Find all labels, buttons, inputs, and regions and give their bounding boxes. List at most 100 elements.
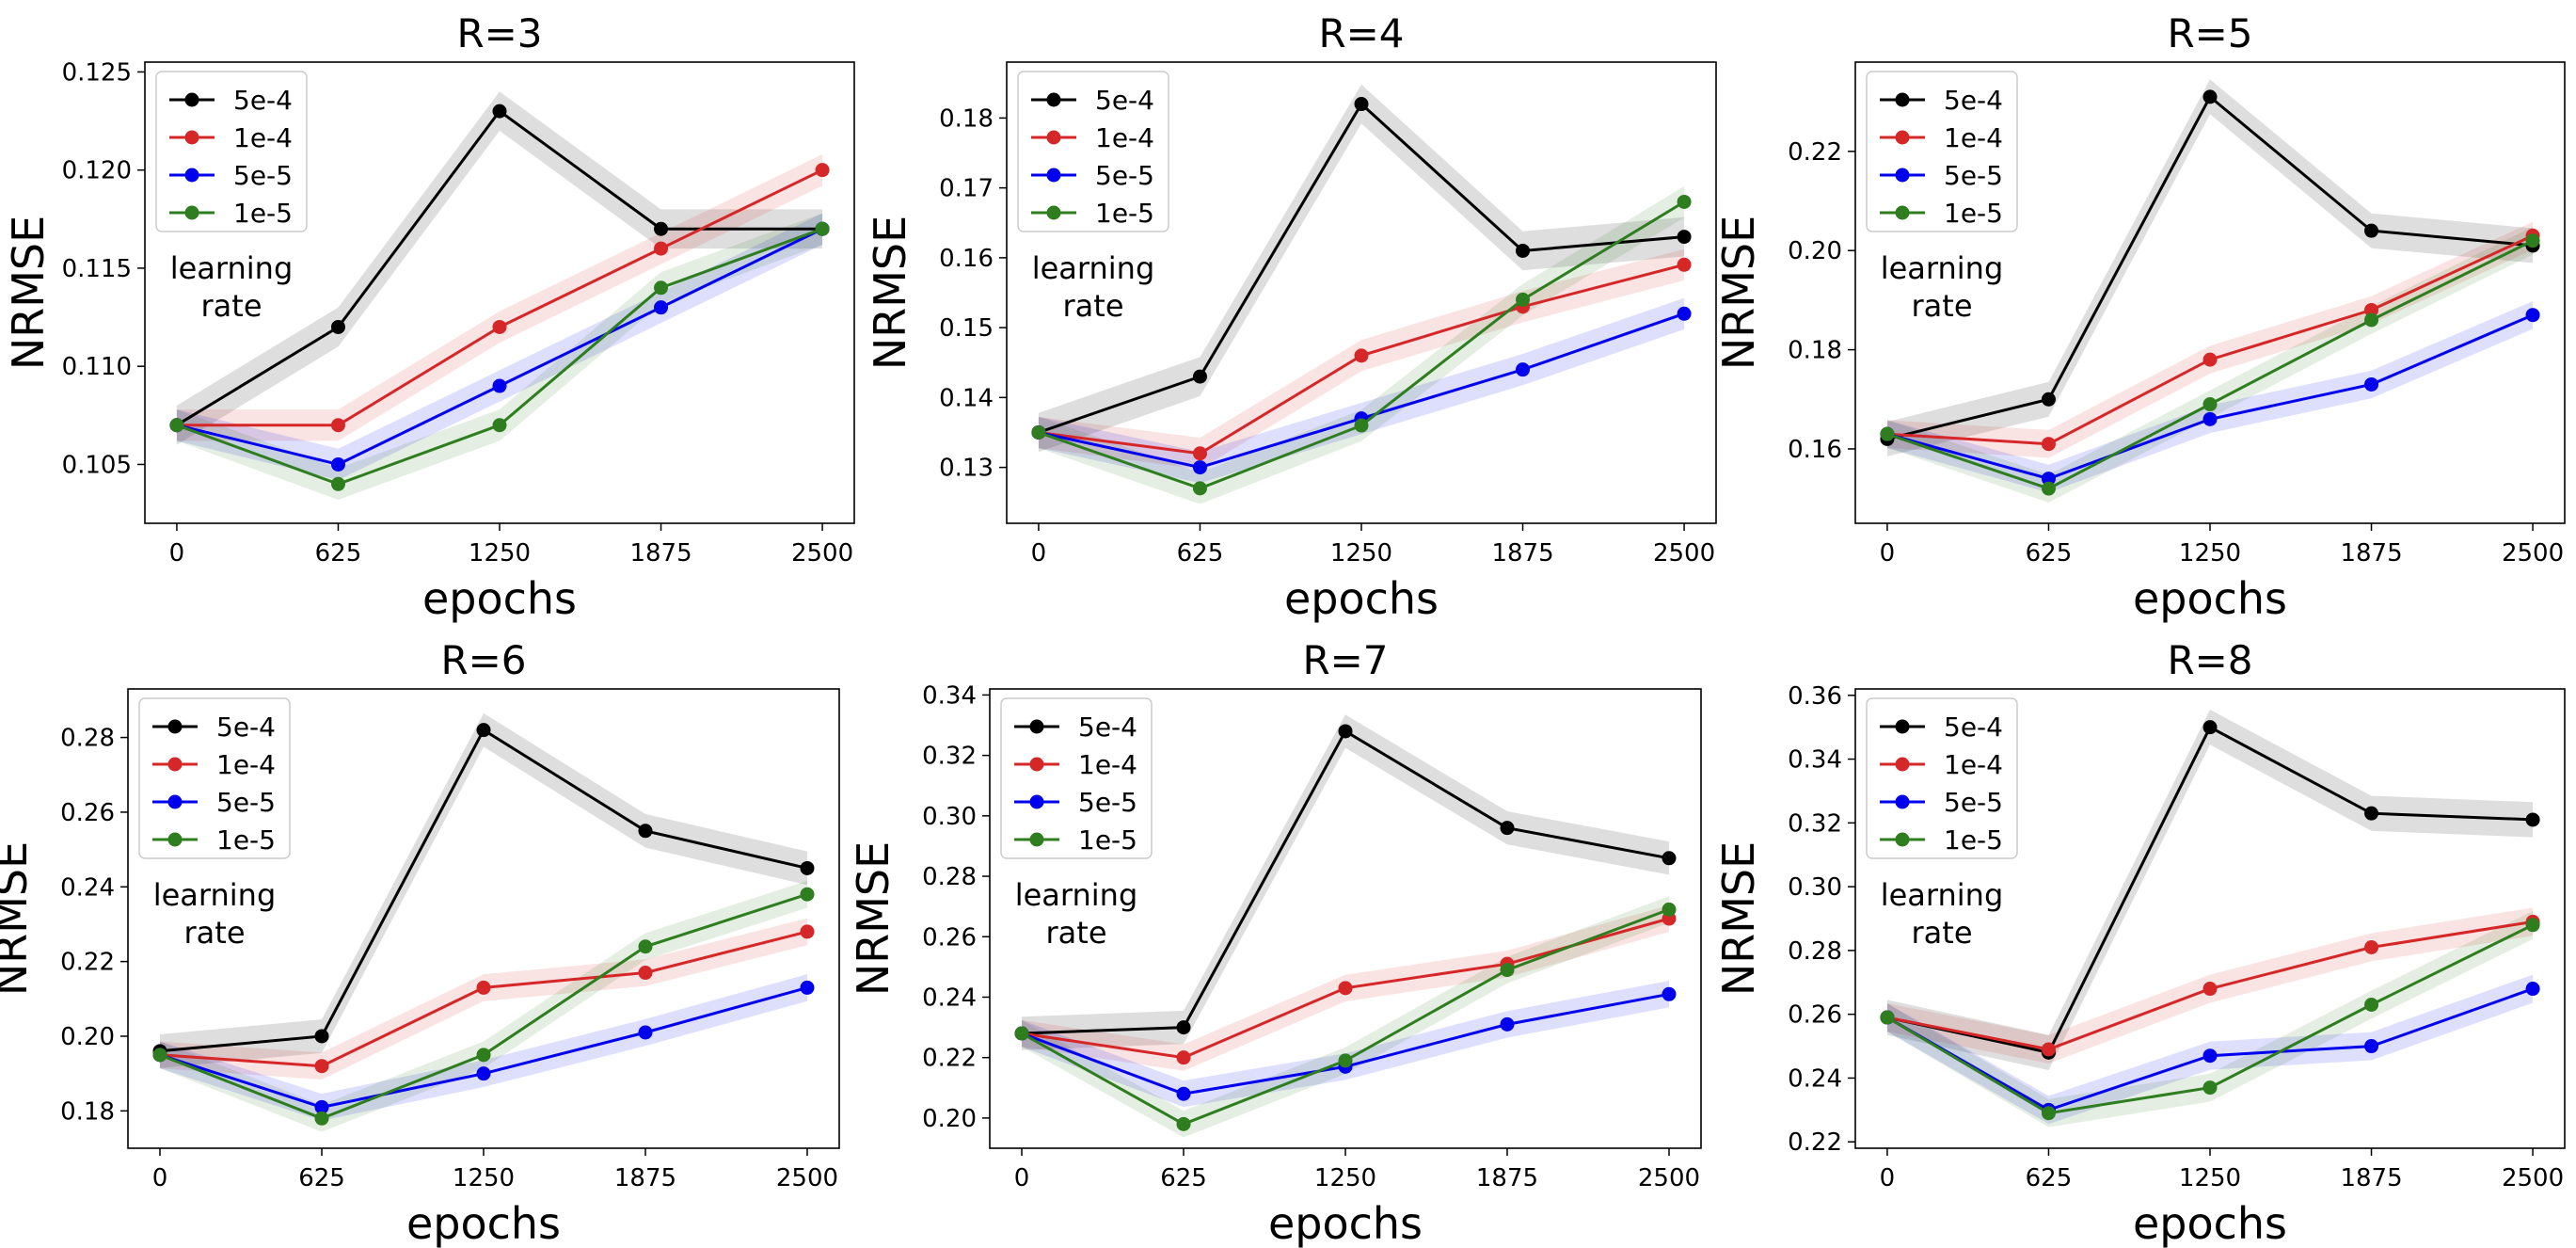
point-5e-5-1875: [638, 1025, 653, 1040]
y-tick-label: 0.20: [1788, 237, 1842, 265]
x-axis-label: epochs: [1268, 1198, 1423, 1248]
y-tick-label: 0.16: [939, 245, 994, 273]
legend-marker-1e-4: [1046, 130, 1061, 145]
x-tick-label: 625: [2026, 539, 2073, 568]
point-1e-5-1875: [2364, 312, 2379, 328]
x-tick-label: 0: [152, 1164, 168, 1192]
legend-entry-5e-5: 5e-5: [1095, 160, 1154, 191]
point-5e-5-2500: [1662, 986, 1677, 1001]
y-tick-label: 0.15: [939, 314, 994, 343]
point-1e-4-2500: [815, 163, 830, 178]
point-1e-5-625: [314, 1111, 329, 1126]
legend-marker-5e-4: [184, 92, 199, 107]
x-tick-label: 1875: [2340, 539, 2402, 568]
point-5e-5-1875: [1516, 362, 1531, 377]
y-tick-label: 0.30: [922, 803, 977, 831]
x-tick-label: 2500: [1638, 1164, 1700, 1192]
point-1e-5-0: [1880, 426, 1895, 441]
y-tick-label: 0.16: [1788, 436, 1842, 464]
point-1e-5-1875: [1500, 963, 1515, 978]
chart-title: R=4: [1318, 10, 1404, 56]
point-1e-5-625: [2041, 1106, 2056, 1121]
legend-marker-5e-5: [1895, 794, 1910, 809]
y-tick-label: 0.32: [922, 743, 977, 771]
chart-title: R=8: [2167, 637, 2252, 683]
point-1e-4-1250: [1354, 348, 1369, 363]
x-tick-label: 1250: [1314, 1164, 1376, 1192]
x-tick-label: 2500: [1653, 539, 1715, 568]
legend-entry-1e-4: 1e-4: [233, 122, 293, 153]
legend-marker-5e-4: [1046, 92, 1061, 107]
x-tick-label: 0: [1880, 1164, 1896, 1192]
point-1e-5-0: [1880, 1010, 1895, 1025]
point-5e-5-1250: [2202, 1048, 2218, 1064]
legend-title: learning rate: [1881, 250, 2004, 324]
legend-marker-5e-4: [1895, 719, 1910, 734]
legend-marker-1e-5: [1046, 205, 1061, 220]
x-tick-label: 0: [1031, 539, 1047, 568]
point-1e-4-2500: [1677, 257, 1692, 272]
x-axis-label: epochs: [2133, 573, 2287, 624]
chart-title: R=3: [456, 10, 542, 56]
y-tick-label: 0.26: [1788, 1001, 1842, 1030]
point-5e-4-1250: [2202, 720, 2218, 735]
y-tick-label: 0.24: [1788, 1064, 1842, 1093]
point-5e-4-625: [314, 1029, 329, 1044]
legend-marker-1e-5: [184, 205, 199, 220]
point-1e-5-625: [330, 476, 345, 491]
point-5e-4-1250: [492, 104, 507, 119]
x-tick-label: 2500: [776, 1164, 838, 1192]
point-5e-4-1875: [1516, 243, 1531, 258]
y-tick-label: 0.26: [922, 923, 977, 952]
point-5e-5-1875: [2364, 1039, 2379, 1054]
point-5e-5-625: [1176, 1086, 1191, 1101]
x-tick-label: 1250: [2179, 539, 2241, 568]
legend: 5e-4 1e-4 5e-5 1e-5 learning rate: [1000, 697, 1153, 951]
legend-box: [155, 71, 308, 232]
band-5e-4: [1038, 84, 1685, 453]
point-1e-5-1875: [1516, 292, 1531, 307]
x-axis-label: epochs: [422, 573, 577, 624]
point-5e-4-2500: [2525, 812, 2540, 827]
y-tick-label: 0.22: [922, 1045, 977, 1073]
point-5e-4-1875: [638, 824, 653, 839]
legend: 5e-4 1e-4 5e-5 1e-5 learning rate: [1866, 697, 2018, 951]
legend-entry-1e-5: 1e-5: [1095, 198, 1154, 229]
x-tick-label: 2500: [2502, 1164, 2564, 1192]
legend-box: [1000, 697, 1153, 859]
legend-box: [1017, 71, 1169, 232]
point-1e-5-1875: [654, 280, 669, 296]
point-5e-5-1250: [492, 378, 507, 393]
x-tick-label: 2500: [2502, 539, 2564, 568]
point-5e-4-2500: [1662, 851, 1677, 866]
point-5e-5-2500: [800, 980, 815, 995]
y-tick-label: 0.17: [939, 175, 994, 203]
x-axis-label: epochs: [2133, 1198, 2287, 1248]
legend-marker-1e-4: [167, 757, 183, 772]
legend-marker-1e-5: [1895, 832, 1910, 847]
point-5e-4-1875: [2364, 223, 2379, 238]
point-5e-4-2500: [800, 860, 815, 875]
point-5e-4-625: [330, 319, 345, 334]
point-1e-5-625: [1176, 1116, 1191, 1131]
x-tick-label: 0: [169, 539, 185, 568]
x-tick-label: 1250: [2179, 1164, 2241, 1192]
x-tick-label: 1875: [1476, 1164, 1538, 1192]
legend-marker-5e-4: [167, 719, 183, 734]
x-tick-label: 1250: [469, 539, 531, 568]
legend-entry-5e-4: 5e-4: [1078, 712, 1137, 743]
chart-panel-5: 0 625 1250 1875 2500 0.20 0.22 0.24 0.26 0.28 0.30…: [848, 637, 1702, 1248]
chart-title: R=5: [2167, 10, 2252, 56]
legend-entry-5e-5: 5e-5: [1944, 160, 2003, 191]
legend-marker-1e-4: [1895, 130, 1910, 145]
point-1e-5-1875: [638, 939, 653, 954]
legend-entry-5e-5: 5e-5: [1078, 787, 1137, 818]
legend-marker-5e-5: [184, 168, 199, 183]
point-1e-5-0: [152, 1048, 167, 1063]
point-5e-5-1250: [2202, 411, 2218, 426]
point-5e-4-1250: [2202, 89, 2218, 104]
point-1e-4-625: [1176, 1050, 1191, 1065]
point-1e-4-2500: [800, 924, 815, 939]
point-1e-5-0: [1031, 424, 1046, 440]
